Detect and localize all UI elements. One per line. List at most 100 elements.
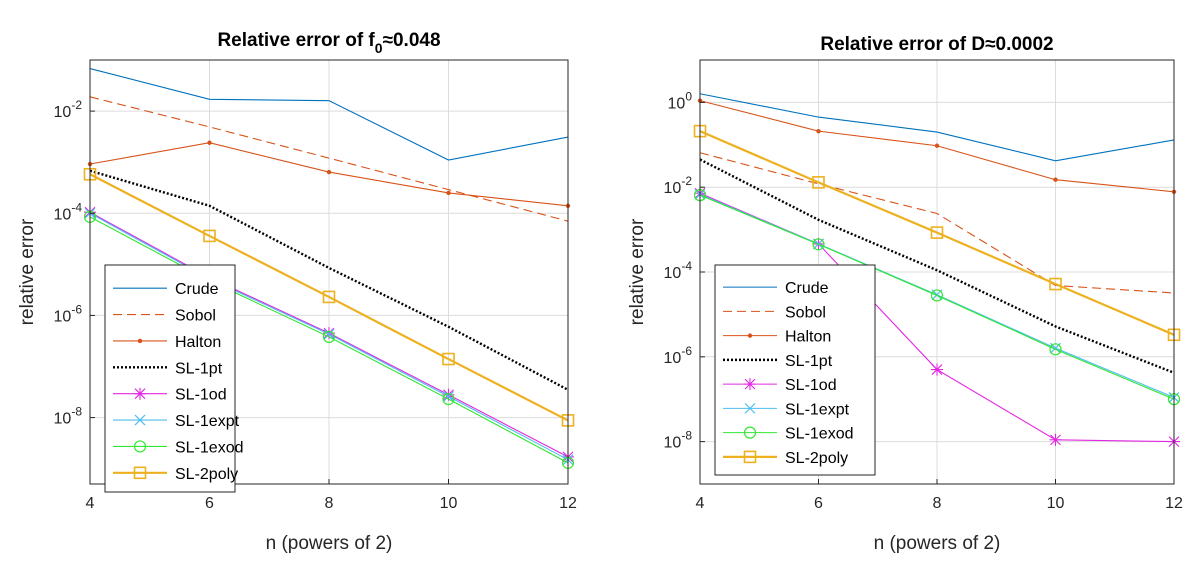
legend-item: Halton [723,329,831,346]
marker-star [1049,433,1062,446]
series-line [699,152,1175,294]
marker-star [442,388,455,401]
x-tick-label: 6 [814,495,823,512]
marker-star [323,327,335,340]
x-axis-label: n (powers of 2) [874,533,1001,554]
y-tick-label: 10-6 [54,302,83,325]
legend-label: SL-1pt [785,353,833,370]
x-tick-label: 10 [440,495,458,512]
x-tick-label: 4 [86,495,95,512]
y-tick-label: 100 [668,89,693,112]
legend-item: Sobol [723,304,826,321]
y-tick-label: 10-4 [54,200,83,223]
legend-label: Crude [175,281,219,298]
legend-label: SL-1pt [175,360,223,377]
y-tick-label: 10-2 [54,98,83,121]
legend-label: SL-2poly [785,450,848,467]
x-tick-label: 12 [559,495,577,512]
marker-square [812,176,825,189]
marker-x [134,414,146,426]
chart-title: Relative error of f0≈0.048 [217,30,440,56]
legend: Crude Sobol Halton SL-1pt SL-1od SL-1expt SL-1… [104,264,244,493]
marker-circle [1049,343,1062,356]
marker-circle [133,440,147,453]
legend-item: SL-1exod [723,426,854,443]
y-tick-label: 10-6 [664,344,693,367]
marker-square [442,352,455,366]
y-ticks: 10-2 10-4 10-6 10-8 [54,98,95,428]
series-line [89,96,569,222]
legend-item: SL-1exod [113,439,244,456]
legend-item: SL-2poly [723,450,848,467]
marker-dot [137,338,143,344]
x-axis-label: n (powers of 2) [266,533,393,554]
marker-square [1049,277,1062,291]
marker-dot [816,128,821,134]
legend-label: SL-1expt [175,413,240,430]
x-tick-label: 10 [1047,495,1065,512]
y-axis-label: relative error [17,218,38,325]
marker-circle [442,393,455,406]
legend-item: Halton [113,334,221,351]
legend-item: Sobol [113,308,216,325]
legend-item: Crude [723,280,829,297]
legend-label: Sobol [175,308,216,325]
legend-label: SL-1exod [785,426,854,443]
marker-x [443,390,454,402]
marker-dot [446,190,451,196]
series-line [699,158,1175,374]
x-ticks: 4 6 8 10 12 [86,479,577,512]
legend-label: Halton [175,334,221,351]
series-lines [693,93,1181,448]
marker-square [930,226,944,239]
legend-label: SL-1expt [785,401,850,418]
marker-star [931,363,943,376]
series-halton [697,98,1177,194]
y-ticks: 100 10-2 10-4 10-6 10-8 [664,89,705,452]
series-line [699,130,1175,336]
series-sl-1exod [693,189,1181,406]
legend-box [714,264,876,476]
y-tick-label: 10-2 [664,174,693,197]
series-sobol [699,152,1175,294]
legend-item: SL-1pt [113,360,223,377]
y-tick-label: 10-4 [664,259,693,282]
series-sl-1pt [89,169,569,391]
marker-star [744,378,756,391]
series-line [89,169,569,391]
legend-item: SL-1od [113,387,227,404]
y-tick-label: 10-8 [664,429,693,452]
legend-label: SL-1exod [175,439,244,456]
marker-square [743,450,757,464]
series-line [89,68,569,161]
marker-star [134,387,146,400]
chart-f0-error: Relative error of f0≈0.048 4 6 8 10 12 10-2 1… [17,30,577,554]
series-line [89,173,569,422]
series-sobol [89,96,569,222]
series-line [89,216,569,464]
legend-label: SL-1od [785,377,837,394]
legend-label: SL-2poly [175,466,238,483]
marker-circle [812,238,825,251]
x-ticks: 4 6 8 10 12 [696,479,1183,512]
series-crude [699,93,1175,162]
marker-x [323,328,335,340]
legend-label: Sobol [785,304,826,321]
chart-title: Relative error of D≈0.0002 [820,34,1053,55]
marker-dot [207,140,212,145]
legend-item: Crude [113,281,219,298]
marker-circle [322,330,336,343]
legend-item: SL-2poly [113,466,238,483]
x-tick-label: 8 [325,495,334,512]
marker-dot [1053,177,1058,182]
legend: Crude Sobol Halton SL-1pt SL-1od SL-1expt SL-1… [714,264,876,476]
marker-square [133,466,147,480]
series-crude [89,68,569,161]
marker-dot [747,333,753,338]
chart-d-error: Relative error of D≈0.0002 4 6 8 10 12 10010… [627,34,1183,554]
legend-label: Halton [785,329,831,346]
x-tick-label: 6 [205,495,214,512]
legend-item: SL-1pt [723,353,833,370]
x-tick-label: 8 [933,495,942,512]
